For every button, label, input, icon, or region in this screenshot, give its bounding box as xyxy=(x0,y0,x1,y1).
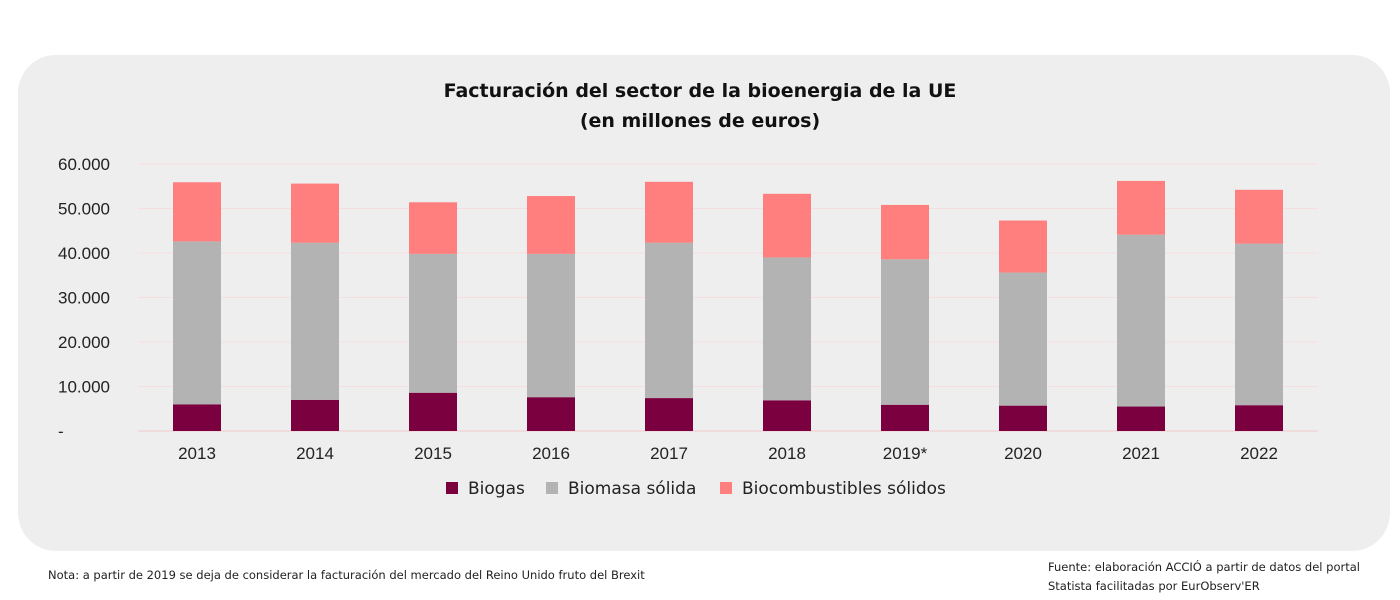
bar-segment xyxy=(645,181,693,243)
x-tick-label: 2016 xyxy=(532,444,570,463)
bar-segment xyxy=(409,253,457,393)
bar-segment xyxy=(881,404,929,431)
x-tick-label: 2019* xyxy=(883,444,928,463)
y-tick-label: 10.000 xyxy=(58,378,110,397)
x-tick-label: 2015 xyxy=(414,444,452,463)
bar-segment xyxy=(173,182,221,242)
bar-segment xyxy=(173,404,221,431)
bar-segment xyxy=(409,392,457,431)
x-tick-label: 2018 xyxy=(768,444,806,463)
bar-segment xyxy=(763,257,811,401)
legend-label: Biogas xyxy=(468,479,525,499)
legend-swatch xyxy=(546,482,558,494)
bar-segment xyxy=(999,220,1047,273)
bar-segment xyxy=(1235,189,1283,244)
bar-segment xyxy=(527,397,575,431)
x-tick-label: 2021 xyxy=(1122,444,1160,463)
source-line-1: Fuente: elaboración ACCIÓ a partir de da… xyxy=(1048,560,1360,574)
y-axis-ticks: - 10.000 20.000 30.000 40.000 50.000 60.000 xyxy=(58,155,110,441)
bar-segment xyxy=(1235,405,1283,431)
x-axis-ticks: 2013 2014 2015 2016 2017 2018 2019* 2020 2021 202… xyxy=(178,444,1278,463)
bar-segment xyxy=(881,259,929,405)
x-tick-label: 2013 xyxy=(178,444,216,463)
bar-segment xyxy=(881,204,929,260)
bar-segment xyxy=(173,241,221,405)
bar-segment xyxy=(527,196,575,254)
x-tick-label: 2014 xyxy=(296,444,334,463)
bar-segment xyxy=(999,272,1047,406)
bar-segment xyxy=(291,183,339,243)
bar-segment xyxy=(763,400,811,431)
bar-segment xyxy=(1117,406,1165,431)
legend-label: Biomasa sólida xyxy=(568,479,696,499)
bar-segment xyxy=(1117,234,1165,407)
bar-segment xyxy=(291,242,339,400)
source-line-2: Statista facilitadas por EurObserv'ER xyxy=(1048,579,1260,593)
y-tick-label: 30.000 xyxy=(58,289,110,308)
legend-swatch xyxy=(720,482,732,494)
bar-segment xyxy=(999,405,1047,431)
source-credit: Fuente: elaboración ACCIÓ a partir de da… xyxy=(1048,558,1360,596)
bars xyxy=(173,180,1283,431)
legend-label: Biocombustibles sólidos xyxy=(742,479,946,499)
x-tick-label: 2020 xyxy=(1004,444,1042,463)
footnote: Nota: a partir de 2019 se deja de consid… xyxy=(48,568,645,582)
bar-segment xyxy=(409,202,457,254)
bar-segment xyxy=(1117,180,1165,235)
y-tick-label: 60.000 xyxy=(58,155,110,174)
x-tick-label: 2022 xyxy=(1240,444,1278,463)
bar-segment xyxy=(291,399,339,431)
y-tick-label: 50.000 xyxy=(58,200,110,219)
chart-title: Facturación del sector de la bioenergia … xyxy=(443,80,957,102)
chart-subtitle: (en millones de euros) xyxy=(579,110,821,132)
bar-segment xyxy=(645,242,693,399)
legend-swatch xyxy=(446,482,458,494)
legend: Biogas Biomasa sólida Biocombustibles sóli… xyxy=(446,479,946,499)
bar-segment xyxy=(1235,243,1283,406)
bar-segment xyxy=(763,193,811,258)
y-tick-label: 40.000 xyxy=(58,244,110,263)
y-tick-label: 20.000 xyxy=(58,333,110,352)
x-tick-label: 2017 xyxy=(650,444,688,463)
bar-segment xyxy=(527,253,575,398)
bar-segment xyxy=(645,398,693,431)
y-tick-label: - xyxy=(58,422,64,441)
